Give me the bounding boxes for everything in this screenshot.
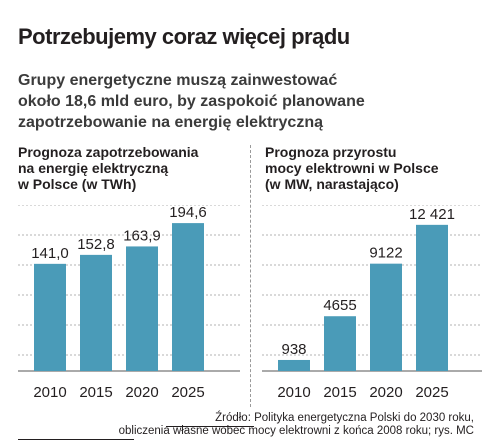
panel-title-line: na energię elektryczną (18, 160, 169, 176)
left-bar-chart: 141,0 2010 152,8 2015 163,9 2020 194,6 2025 (18, 205, 240, 401)
source-note: Źródło: Polityka energetyczna Polski do … (119, 412, 474, 438)
right-panel-title: Prognoza przyrostu mocy elektrowni w Pol… (265, 144, 439, 192)
panel-title-line: w Polsce (w TWh) (18, 176, 137, 192)
source-rule (166, 426, 254, 427)
data-label: 194,6 (169, 205, 207, 221)
bar (34, 263, 66, 371)
data-label: 12 421 (409, 206, 455, 223)
right-bar-chart: 938 2010 4655 2015 9122 2020 12 421 2025 (262, 205, 482, 401)
bar (80, 254, 112, 371)
panel-divider (250, 145, 251, 407)
source-line: obliczenia własne wobec mocy elektrowni … (118, 425, 474, 437)
bar (416, 224, 448, 371)
panel-title-line: Prognoza przyrostu (265, 144, 397, 160)
bar (324, 316, 356, 371)
bar (126, 246, 158, 371)
chart-subtitle: Grupy energetyczne muszą zainwestować ok… (18, 70, 478, 133)
bar (370, 263, 402, 371)
data-label: 938 (281, 341, 306, 358)
bar (278, 359, 310, 371)
x-tick-label: 2015 (323, 384, 356, 401)
panel-title-line: mocy elektrowni w Polsce (265, 160, 439, 176)
subtitle-line: zapotrzebowanie na energię elektryczną (18, 114, 323, 131)
x-tick-label: 2015 (79, 384, 112, 401)
x-tick-label: 2020 (125, 384, 158, 401)
x-tick-label: 2020 (369, 384, 402, 401)
data-label: 141,0 (31, 245, 69, 262)
x-tick-label: 2025 (171, 384, 204, 401)
subtitle-line: Grupy energetyczne muszą zainwestować (18, 72, 338, 89)
chart-title: Potrzebujemy coraz więcej prądu (18, 24, 350, 49)
x-tick-label: 2010 (33, 384, 66, 401)
panel-title-line: (w MW, narastająco) (265, 176, 399, 192)
data-label: 9122 (369, 245, 402, 262)
data-label: 152,8 (77, 236, 115, 253)
panel-title-line: Prognoza zapotrzebowania (18, 144, 199, 160)
x-tick-label: 2010 (277, 384, 310, 401)
x-tick-label: 2025 (415, 384, 448, 401)
subtitle-line: około 18,6 mld euro, by zaspokoić planow… (18, 93, 365, 110)
source-line: Źródło: Polityka energetyczna Polski do … (215, 412, 474, 424)
data-label: 4655 (323, 297, 356, 314)
left-panel-title: Prognoza zapotrzebowania na energię elek… (18, 144, 198, 192)
source-rule (18, 439, 134, 440)
data-label: 163,9 (123, 227, 161, 244)
bar (172, 223, 204, 371)
